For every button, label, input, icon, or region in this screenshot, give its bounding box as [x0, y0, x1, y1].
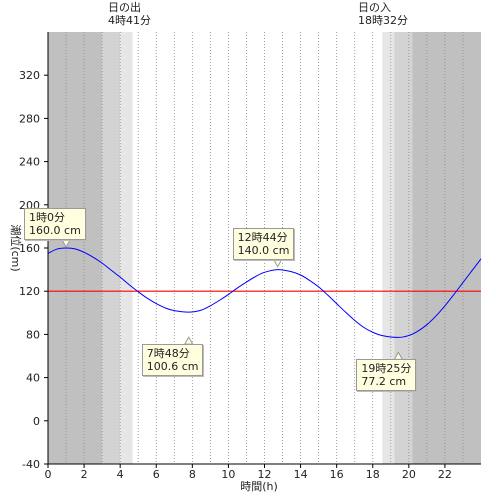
callout-time: 19時25分	[361, 362, 412, 376]
y-tick-label--40: -40	[22, 458, 40, 471]
callout-level: 77.2 cm	[361, 375, 407, 389]
sunset-title: 日の入	[358, 1, 391, 14]
band-night-0	[48, 32, 103, 464]
sunrise-label: 日の出 4時41分	[108, 1, 151, 27]
callout-level: 140.0 cm	[237, 243, 290, 257]
y-tick-label-320: 320	[19, 69, 40, 82]
x-tick-label-2: 2	[81, 468, 88, 481]
band-twilight_light-4	[382, 32, 395, 464]
tide-curve	[47, 247, 482, 338]
x-tick-label-6: 6	[153, 468, 160, 481]
x-tick-labels: 0 2 4 6 8 10 12 14 16 18 20 22	[45, 464, 452, 481]
x-tick-label-16: 16	[330, 468, 344, 481]
y-tick-label-160: 160	[19, 242, 40, 255]
band-twilight_light-2	[120, 32, 133, 464]
x-tick-label-4: 4	[117, 468, 124, 481]
tide-curve-group	[47, 247, 482, 338]
x-tick-label-12: 12	[258, 468, 272, 481]
y-tick-label-120: 120	[19, 285, 40, 298]
x-tick-label-20: 20	[402, 468, 416, 481]
y-tick-label-240: 240	[19, 156, 40, 169]
y-tick-label-280: 280	[19, 112, 40, 125]
callout-level: 100.6 cm	[146, 360, 199, 374]
x-tick-label-18: 18	[366, 468, 380, 481]
y-tick-label-80: 80	[26, 328, 40, 341]
y-axis-title: 潮位(cm)	[9, 224, 23, 271]
callout-pointer-0	[61, 239, 71, 249]
x-tick-label-8: 8	[189, 468, 196, 481]
callout-time: 12時44分	[237, 230, 288, 244]
band-night-6	[412, 32, 481, 464]
callout-level: 160.0 cm	[29, 224, 81, 237]
callout-time: 1時0分	[29, 211, 66, 224]
callout-3: 19時25分 77.2 cm	[356, 359, 417, 392]
y-tick-label-40: 40	[26, 372, 40, 385]
x-tick-label-22: 22	[438, 468, 452, 481]
sunrise-time: 4時41分	[108, 14, 151, 27]
callout-2: 12時44分 140.0 cm	[232, 227, 295, 260]
callout-0: 1時0分 160.0 cm	[24, 208, 86, 240]
callout-pointer-2	[272, 259, 283, 268]
x-tick-label-10: 10	[221, 468, 235, 481]
callout-time: 7時48分	[146, 347, 190, 361]
sunset-label: 日の入 18時32分	[358, 1, 408, 27]
callout-1: 7時48分 100.6 cm	[141, 344, 204, 377]
x-tick-label-0: 0	[45, 468, 52, 481]
x-tick-label-14: 14	[294, 468, 308, 481]
band-twilight_dark-5	[394, 32, 413, 464]
x-axis-title: 時間(h)	[240, 480, 278, 493]
sunrise-title: 日の出	[108, 1, 141, 14]
y-tick-label-0: 0	[33, 415, 40, 428]
callout-pointers	[61, 239, 404, 360]
band-twilight_dark-1	[102, 32, 121, 464]
sunset-time: 18時32分	[358, 14, 408, 27]
